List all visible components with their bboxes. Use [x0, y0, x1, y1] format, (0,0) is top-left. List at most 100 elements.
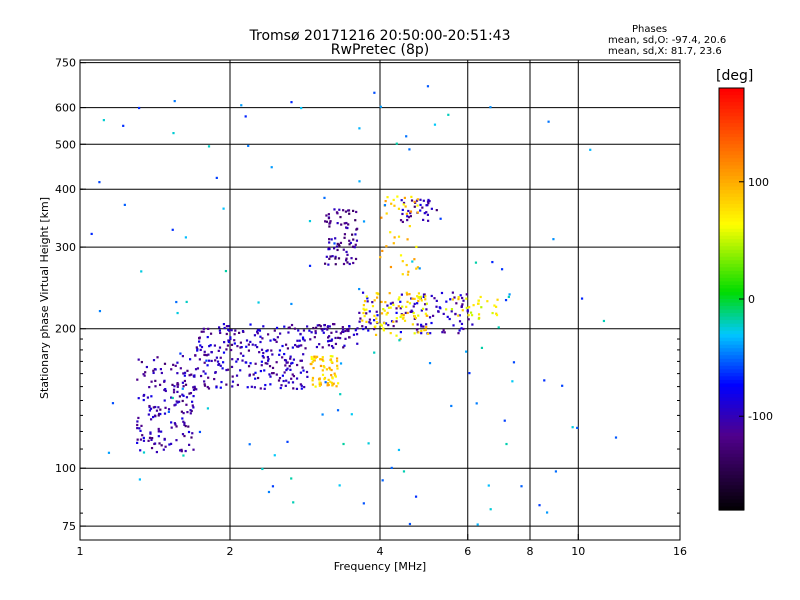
colorbar-segment [719, 502, 744, 508]
data-point [392, 303, 395, 306]
data-point [413, 332, 416, 335]
data-point [260, 364, 263, 367]
data-point [402, 201, 406, 205]
data-point [496, 298, 499, 301]
data-point [399, 254, 403, 257]
data-point [433, 297, 436, 300]
data-point [233, 333, 236, 336]
data-point [412, 311, 415, 315]
colorbar-segment [719, 239, 744, 244]
data-point [156, 356, 159, 359]
data-point [343, 236, 346, 239]
data-point [242, 354, 245, 357]
data-point [389, 306, 392, 309]
y-tick-label: 100 [55, 462, 76, 475]
data-point [333, 242, 336, 245]
data-point [154, 379, 157, 382]
colorbar-segment [719, 443, 744, 448]
data-point [345, 226, 348, 229]
data-point [424, 328, 427, 331]
data-point [342, 209, 345, 212]
data-point [384, 322, 388, 325]
data-point [224, 269, 228, 273]
data-point [143, 374, 146, 377]
data-point [231, 375, 234, 378]
data-point [253, 334, 257, 337]
data-point [169, 442, 173, 445]
data-point [358, 180, 361, 183]
data-point [462, 299, 465, 302]
colorbar-segment [719, 393, 744, 399]
data-point [183, 374, 186, 377]
data-point [385, 313, 388, 316]
colorbar-segment [719, 369, 744, 374]
data-point [408, 224, 411, 228]
data-point [411, 310, 414, 313]
data-point [319, 325, 322, 328]
data-point [183, 371, 187, 374]
data-point [290, 302, 293, 306]
data-point [231, 385, 234, 388]
data-point [352, 261, 355, 265]
data-point [318, 377, 321, 380]
data-point [400, 199, 403, 202]
data-point [337, 382, 340, 385]
data-point [472, 304, 475, 307]
data-point [313, 355, 316, 358]
data-point [457, 296, 460, 299]
data-point [210, 350, 213, 354]
data-point [435, 299, 438, 303]
data-point [172, 132, 175, 135]
data-point [452, 324, 455, 327]
data-point [491, 260, 494, 264]
colorbar-segment [719, 242, 744, 247]
data-point [423, 329, 426, 332]
data-point [366, 297, 369, 300]
colorbar-segment [719, 358, 744, 363]
data-point [376, 296, 379, 299]
data-point [163, 399, 166, 402]
data-point [345, 328, 349, 331]
data-point [240, 104, 243, 107]
data-point [374, 333, 378, 337]
data-point [221, 367, 224, 370]
data-point [423, 212, 426, 215]
data-point [189, 409, 192, 412]
data-point [334, 263, 337, 266]
data-point [326, 325, 330, 328]
data-point [314, 330, 317, 333]
data-point [342, 346, 345, 349]
colorbar-segment [719, 418, 744, 423]
data-point [344, 329, 347, 333]
data-point [389, 231, 392, 234]
data-point [424, 303, 427, 306]
data-point [457, 314, 460, 317]
data-point [290, 101, 293, 104]
data-point [409, 212, 412, 215]
data-point [602, 319, 606, 323]
data-point [150, 446, 154, 450]
data-point [176, 382, 179, 385]
data-point [417, 314, 420, 317]
data-point [245, 345, 248, 348]
data-point [284, 384, 287, 387]
data-point [174, 423, 177, 426]
data-point [552, 238, 555, 241]
data-point [431, 314, 435, 317]
data-point [262, 351, 265, 355]
data-point [321, 413, 324, 416]
data-point [372, 327, 376, 331]
data-point [392, 324, 395, 328]
data-point [296, 339, 299, 342]
data-point [190, 409, 193, 413]
data-point [333, 323, 336, 326]
colorbar-segment [719, 337, 744, 342]
colorbar-segment [719, 123, 744, 128]
data-point [365, 312, 368, 315]
data-point [219, 364, 222, 367]
data-point [332, 382, 335, 385]
data-point [355, 239, 359, 242]
data-point [170, 426, 173, 429]
data-point [466, 309, 469, 312]
colorbar-segment [719, 453, 744, 458]
